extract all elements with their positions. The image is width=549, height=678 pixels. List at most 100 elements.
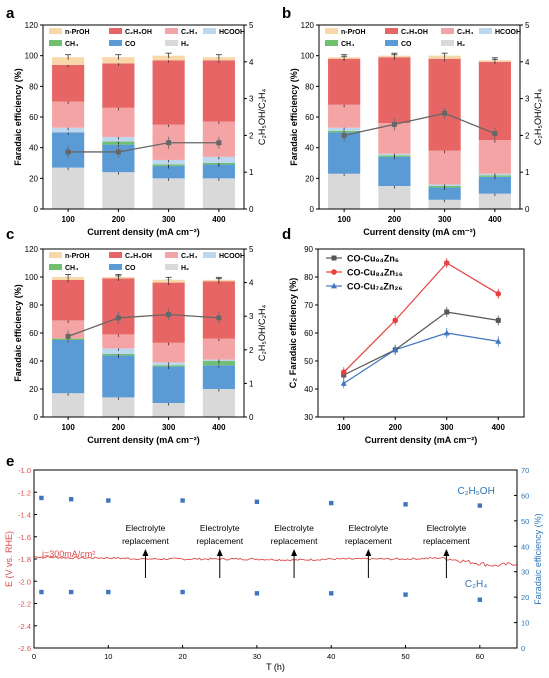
legend-swatch-nproh	[49, 252, 62, 258]
y2-tick-label: 1	[525, 168, 530, 177]
y-tick-label: 50	[304, 357, 313, 366]
fe-c2h4-point	[329, 591, 334, 596]
x-axis-label: Current density (mA cm⁻²)	[363, 227, 475, 237]
x-axis-label: T (h)	[266, 662, 285, 672]
legend-label-hcooh: HCOOH	[219, 29, 245, 36]
annotation-arrow-head	[216, 549, 223, 556]
x-tick-label: 200	[389, 423, 403, 432]
legend-label-c2h5oh: C₂H₅OH	[401, 29, 428, 36]
x-tick-label: 100	[61, 215, 75, 224]
legend-swatch-h2	[441, 40, 454, 46]
legend-label-h2: H₂	[181, 265, 189, 272]
legend-label-cu84: CO-Cu₈₄Zn₁₆	[347, 268, 403, 278]
bar-segment-co	[428, 187, 461, 200]
legend-swatch-co	[109, 264, 122, 270]
y-tick-label: 0	[310, 205, 315, 214]
fe-c2h4-point	[68, 589, 74, 595]
data-point-cu74	[340, 380, 347, 386]
bar-segment-c2h4	[202, 338, 235, 360]
x-tick-label: 40	[327, 652, 335, 661]
y-tick-label: 90	[304, 245, 313, 254]
legend-label-nproh: n-PrOH	[65, 29, 90, 36]
y-tick-label: -2.6	[18, 644, 31, 653]
y2-tick-label: 10	[521, 619, 529, 628]
legend-marker-cu84	[331, 269, 337, 275]
legend-label-ch4: CH₄	[341, 41, 354, 48]
x-tick-label: 100	[61, 423, 75, 432]
legend-swatch-co	[109, 40, 122, 46]
legend-swatch-nproh	[325, 28, 338, 34]
y2-tick-label: 4	[249, 279, 254, 288]
annotation-arrow-head	[142, 549, 149, 556]
fe-c2h5oh-point	[403, 502, 408, 507]
y-axis-label: C₂ Faradaic efficiency (%)	[288, 278, 298, 389]
series-label-c2h5oh: C₂H₅OH	[457, 486, 494, 497]
legend-label-cu94: CO-Cu₉₄Zn₆	[347, 254, 399, 264]
fe-c2h5oh-point	[477, 503, 483, 508]
legend-swatch-h2	[165, 264, 178, 270]
series-line-cu84	[343, 262, 499, 373]
annotation-arrow-head	[443, 549, 450, 556]
y2-tick-label: 2	[525, 131, 530, 140]
plot-frame	[33, 469, 518, 649]
legend-label-nproh: n-PrOH	[65, 253, 90, 260]
y2-tick-label: 60	[521, 491, 529, 500]
fe-c2h4-point	[403, 592, 408, 597]
bar-segment-c2h5oh	[102, 278, 135, 335]
legend-label-h2: H₂	[457, 41, 465, 48]
x-tick-label: 400	[488, 215, 502, 224]
bar-segment-c2h5oh	[102, 63, 135, 108]
y-tick-label: 40	[29, 357, 38, 366]
y2-tick-label: 4	[525, 58, 530, 67]
fe-c2h5oh-point	[68, 497, 74, 502]
legend-label-hcooh: HCOOH	[495, 29, 521, 36]
annotation-line2: replacement	[423, 536, 470, 546]
bar-segment-c2h4	[152, 342, 185, 363]
x-tick-label: 60	[476, 652, 484, 661]
y2-tick-label: 3	[249, 95, 254, 104]
bar-segment-c2h5oh	[152, 60, 185, 125]
y-tick-label: -1.8	[18, 555, 31, 564]
y-axis-label: Faradaic efficiency (%)	[13, 68, 23, 166]
condition-label: j=300mA/cm²	[41, 549, 95, 559]
y2-tick-label: 1	[249, 379, 254, 388]
ratio-line	[68, 142, 219, 153]
legend-swatch-ch4	[49, 40, 62, 46]
legend-label-c2h5oh: C₂H₅OH	[125, 253, 152, 260]
y-tick-label: 80	[29, 301, 38, 310]
bar-segment-nproh	[102, 57, 135, 64]
x-tick-label: 50	[401, 652, 409, 661]
panel-a-label: a	[6, 5, 15, 22]
x-tick-label: 300	[438, 215, 452, 224]
potential-trace	[33, 555, 518, 567]
y-tick-label: 70	[304, 301, 313, 310]
x-tick-label: 200	[112, 423, 126, 432]
legend-marker-cu74	[331, 282, 337, 289]
y-tick-label: 0	[34, 413, 39, 422]
y-tick-label: 40	[304, 385, 313, 394]
y-tick-label: 80	[304, 273, 313, 282]
y2-tick-label: 70	[521, 466, 529, 475]
panel-d-label: d	[282, 226, 291, 243]
bar-segment-h2	[428, 199, 461, 209]
x-tick-label: 100	[337, 423, 351, 432]
data-point-cu74	[392, 346, 399, 353]
data-point-cu74	[443, 329, 450, 336]
bar-segment-c2h4	[102, 334, 135, 349]
x-tick-label: 200	[388, 215, 402, 224]
bar-segment-co	[478, 176, 511, 194]
fe-c2h5oh-point	[106, 498, 111, 503]
legend-label-c2h5oh: C₂H₅OH	[125, 29, 152, 36]
annotation-arrow-head	[365, 549, 372, 556]
x-tick-label: 400	[212, 215, 226, 224]
y2-tick-label: 2	[249, 346, 254, 355]
x-tick-label: 0	[32, 652, 36, 661]
bar-segment-c2h4	[428, 150, 461, 185]
y2-tick-label: 0	[249, 413, 254, 422]
legend-label-co: CO	[401, 41, 412, 48]
legend-label-co: CO	[125, 41, 136, 48]
y-tick-label: -1.4	[18, 511, 31, 520]
y2-tick-label: 1	[249, 168, 254, 177]
